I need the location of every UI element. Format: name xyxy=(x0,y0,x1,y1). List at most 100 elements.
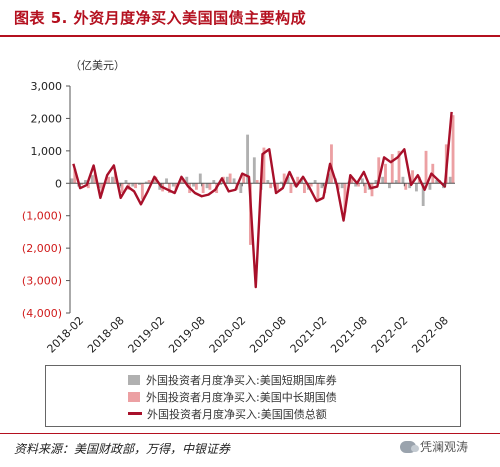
long-term-bar-2021-11 xyxy=(384,163,387,184)
short-term-bar-2022-09 xyxy=(448,176,452,184)
legend-label-long-term: 外国投资者月度净买入:美国中长期国债 xyxy=(146,390,337,404)
bar-layer xyxy=(70,115,455,245)
long-term-bar-2021-08 xyxy=(363,183,367,194)
y-tick-label: 1,000 xyxy=(31,145,63,158)
long-term-bar-2021-07 xyxy=(357,183,360,187)
x-tick-label: 2019-02 xyxy=(126,314,168,356)
long-term-bar-2019-12 xyxy=(228,173,232,184)
short-term-bar-2020-02 xyxy=(239,183,243,194)
long-term-bar-2020-11 xyxy=(303,183,306,194)
x-tick-label: 2018-02 xyxy=(45,314,87,356)
short-term-bar-2021-01 xyxy=(313,180,317,184)
x-tick-label: 2022-02 xyxy=(369,314,411,356)
legend-swatch-long-term xyxy=(128,391,140,402)
short-term-bar-2019-09 xyxy=(205,183,209,189)
short-term-bar-2022-06 xyxy=(428,183,432,190)
short-term-bar-2019-12 xyxy=(225,176,229,184)
y-tick-labels: 3,000 2,000 1,000 0 (1,000) (2,000) (3,000) (4,… xyxy=(22,80,62,320)
long-term-bar-2021-05 xyxy=(343,183,347,213)
long-term-bar-2020-12 xyxy=(309,183,313,187)
long-term-bar-2020-07 xyxy=(276,183,279,190)
long-term-bar-2022-09 xyxy=(451,115,455,184)
axes-layer xyxy=(66,85,455,314)
x-tick-label: 2022-08 xyxy=(409,314,451,356)
long-term-bar-2022-05 xyxy=(424,150,428,184)
x-tick-label: 2020-02 xyxy=(207,314,249,356)
short-term-bar-2021-12 xyxy=(388,183,391,189)
source-rule xyxy=(0,433,500,434)
legend-item-short-term: 外国投资者月度净买入:美国短期国库券 xyxy=(128,371,337,388)
long-term-bar-2020-08 xyxy=(282,173,286,184)
short-term-bar-2018-04 xyxy=(90,175,94,184)
long-term-bar-2021-03 xyxy=(330,144,333,184)
legend-swatch-short-term xyxy=(128,374,140,385)
legend-swatch-total xyxy=(128,412,142,415)
short-term-bar-2019-03 xyxy=(165,178,168,184)
short-term-bar-2021-11 xyxy=(381,176,385,184)
short-term-bar-2019-11 xyxy=(219,183,222,185)
short-term-bar-2022-07 xyxy=(435,180,439,184)
y-tick-label: 2,000 xyxy=(31,112,63,125)
line-layer xyxy=(72,111,453,289)
short-term-bar-2019-04 xyxy=(171,183,175,187)
title-rule xyxy=(0,35,500,37)
long-term-bar-2018-10 xyxy=(134,183,138,189)
short-term-bar-2021-07 xyxy=(354,183,358,187)
long-term-bar-2022-01 xyxy=(397,150,401,184)
y-tick-label: (4,000) xyxy=(22,307,62,320)
chart-plot: 3,000 2,000 1,000 0 (1,000) (2,000) (3,000) (4,… xyxy=(22,80,455,356)
legend-item-total: 外国投资者月度净买入:美国国债总额 xyxy=(128,405,327,422)
short-term-bar-2018-09 xyxy=(124,180,128,184)
long-term-bar-2020-06 xyxy=(269,183,273,189)
y-tick-label: (3,000) xyxy=(22,275,62,288)
short-term-bar-2018-01 xyxy=(70,178,74,184)
figure-title: 图表 5. 外资月度净买入美国国债主要构成 xyxy=(14,9,307,27)
watermark-text: 凭澜观涛 xyxy=(420,440,469,454)
short-term-bar-2021-03 xyxy=(327,173,331,184)
short-term-bar-2018-10 xyxy=(131,183,135,187)
legend-label-total: 外国投资者月度净买入:美国国债总额 xyxy=(147,407,327,421)
short-term-bar-2020-03 xyxy=(246,134,249,184)
short-term-bar-2019-06 xyxy=(185,176,189,184)
legend-label-short-term: 外国投资者月度净买入:美国短期国库券 xyxy=(146,373,337,387)
y-tick-label: (2,000) xyxy=(22,242,62,255)
short-term-bar-2021-10 xyxy=(374,180,378,184)
long-term-bar-2020-04 xyxy=(255,180,259,184)
long-term-bar-2018-11 xyxy=(140,183,144,200)
total-line-series xyxy=(72,111,453,289)
long-term-bar-2018-03 xyxy=(86,183,90,189)
long-term-bar-2018-05 xyxy=(100,183,104,194)
long-term-bar-2019-08 xyxy=(201,183,205,194)
short-term-bar-2019-10 xyxy=(212,180,216,184)
x-tick-label: 2020-08 xyxy=(247,314,289,356)
short-term-bar-2022-04 xyxy=(415,183,418,192)
x-tick-labels: 2018-022018-082019-022019-082020-022020-… xyxy=(45,183,451,356)
watermark: 凭澜观涛 xyxy=(400,438,468,455)
short-term-bar-2020-01 xyxy=(232,178,236,184)
short-term-bar-2020-09 xyxy=(286,176,290,184)
short-term-bar-2021-02 xyxy=(320,183,324,189)
chat-bubble-icon xyxy=(400,440,419,453)
x-tick-label: 2021-02 xyxy=(288,314,330,356)
long-term-bar-2018-12 xyxy=(147,180,151,184)
long-term-bar-2022-02 xyxy=(404,183,408,190)
long-term-bar-2021-10 xyxy=(377,157,381,184)
short-term-bar-2021-08 xyxy=(360,178,364,184)
long-term-bar-2021-09 xyxy=(370,183,374,197)
chart-legend: 外国投资者月度净买入:美国短期国库券 外国投资者月度净买入:美国中长期国债 外国… xyxy=(45,365,461,427)
y-tick-label: 0 xyxy=(55,177,62,190)
long-term-bar-2020-09 xyxy=(289,183,293,194)
short-term-bar-2022-03 xyxy=(408,183,412,189)
short-term-bar-2018-07 xyxy=(111,176,114,184)
long-term-bar-2018-01 xyxy=(73,168,77,184)
source-note: 资料来源：美国财政部，万得，中银证券 xyxy=(14,442,231,456)
long-term-bar-2018-08 xyxy=(120,183,124,194)
legend-item-long-term: 外国投资者月度净买入:美国中长期国债 xyxy=(128,388,337,405)
short-term-bar-2022-05 xyxy=(421,183,425,206)
long-term-bar-2020-02 xyxy=(242,175,246,184)
short-term-bar-2019-07 xyxy=(192,183,195,187)
short-term-bar-2020-08 xyxy=(279,181,283,184)
long-term-bar-2020-05 xyxy=(262,147,266,184)
short-term-bar-2019-08 xyxy=(198,173,202,184)
long-term-bar-2018-02 xyxy=(80,183,83,185)
